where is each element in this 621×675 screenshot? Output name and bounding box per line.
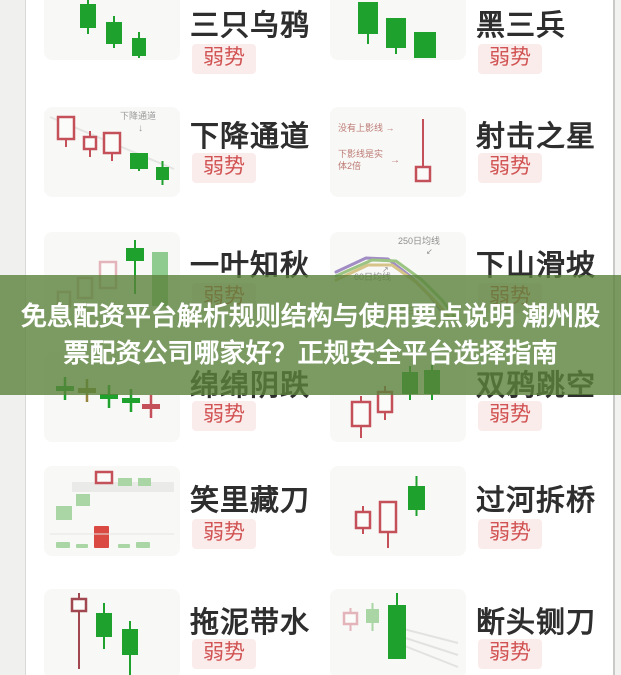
- weakness-badge: 弱势: [478, 401, 542, 431]
- pattern-title: 笑里藏刀: [190, 485, 311, 517]
- pattern-list-item[interactable]: 过河拆桥 弱势: [330, 466, 620, 586]
- pattern-chart-thumbnail: 下降通道 ↓: [44, 107, 180, 197]
- pattern-list-item[interactable]: 笑里藏刀 弱势: [44, 466, 334, 586]
- overlay-text-line2: 票配资公司哪家好？正规安全平台选择指南: [63, 338, 558, 368]
- pattern-chart-thumbnail: [330, 0, 466, 60]
- pattern-list-item[interactable]: 下降通道 ↓ 下降通道 弱势: [44, 107, 334, 227]
- pattern-title: 过河拆桥: [476, 485, 597, 517]
- pattern-chart-thumbnail: [44, 589, 180, 675]
- pattern-chart-thumbnail: [44, 466, 180, 556]
- pattern-list-item[interactable]: 三只乌鸦 弱势: [44, 0, 334, 90]
- pattern-chart-thumbnail: [44, 0, 180, 60]
- weakness-badge: 弱势: [192, 639, 256, 669]
- weakness-badge: 弱势: [478, 639, 542, 669]
- pattern-list-item[interactable]: 拖泥带水 弱势: [44, 589, 334, 675]
- weakness-badge: 弱势: [478, 153, 542, 183]
- pattern-title: 三只乌鸦: [190, 10, 311, 42]
- svg-text:下影线是实: 下影线是实: [338, 148, 383, 159]
- svg-text:250日均线: 250日均线: [398, 235, 440, 246]
- weakness-badge: 弱势: [192, 153, 256, 183]
- weakness-badge: 弱势: [192, 44, 256, 74]
- pattern-title: 拖泥带水: [190, 607, 311, 639]
- svg-text:↙: ↙: [426, 247, 433, 256]
- pattern-title: 下降通道: [190, 121, 311, 153]
- pattern-title: 射击之星: [476, 121, 597, 153]
- pattern-title: 黑三兵: [476, 10, 567, 42]
- svg-text:↓: ↓: [138, 123, 143, 134]
- weakness-badge: 弱势: [192, 519, 256, 549]
- svg-text:↗: ↗: [382, 265, 389, 274]
- pattern-chart-thumbnail: 没有上影线 → 下影线是实 体2倍 →: [330, 107, 466, 197]
- pattern-title: 断头铡刀: [476, 607, 597, 639]
- pattern-list-item[interactable]: 没有上影线 → 下影线是实 体2倍 → 射击之星 弱势: [330, 107, 620, 227]
- overlay-text-line1: 免息配资平台解析规则结构与使用要点说明 潮州股: [20, 301, 601, 331]
- pattern-chart-thumbnail: [330, 589, 466, 675]
- pattern-list-item[interactable]: 断头铡刀 弱势: [330, 589, 620, 675]
- svg-text:体2倍: 体2倍: [338, 160, 361, 171]
- weakness-badge: 弱势: [478, 44, 542, 74]
- pattern-chart-thumbnail: [330, 466, 466, 556]
- svg-text:下降通道: 下降通道: [120, 110, 156, 121]
- svg-text:→: →: [390, 155, 400, 166]
- svg-text:没有上影线 →: 没有上影线 →: [338, 122, 395, 133]
- pattern-list-item[interactable]: 黑三兵 弱势: [330, 0, 620, 90]
- promo-overlay-banner: 免息配资平台解析规则结构与使用要点说明 潮州股 票配资公司哪家好？正规安全平台选…: [0, 275, 621, 395]
- weakness-badge: 弱势: [192, 401, 256, 431]
- weakness-badge: 弱势: [478, 519, 542, 549]
